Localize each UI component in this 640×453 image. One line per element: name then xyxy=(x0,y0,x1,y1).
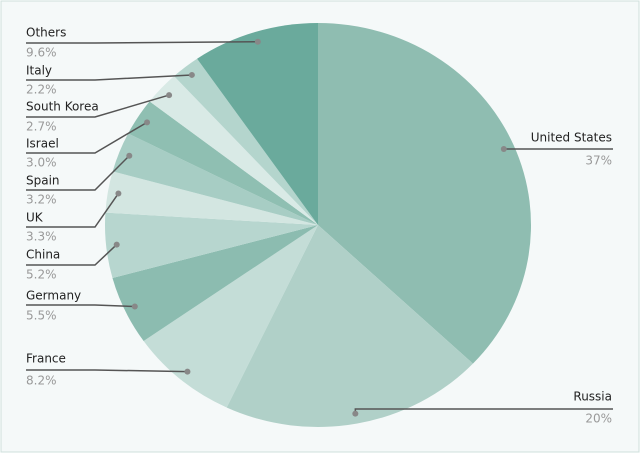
slice-label: Others xyxy=(26,26,66,40)
pie-slice xyxy=(149,76,318,226)
leader-line xyxy=(26,121,148,154)
slice-label: China xyxy=(26,248,60,262)
slice-value-label: 5.2% xyxy=(26,268,57,282)
slice-label: United States xyxy=(531,131,612,145)
slice-value-label: 37% xyxy=(585,154,612,168)
leader-line xyxy=(26,369,188,373)
pie-slice xyxy=(226,225,473,428)
leader-dot xyxy=(166,92,173,99)
pie-slice xyxy=(105,171,318,225)
pie-slice xyxy=(128,101,318,225)
pie-slice xyxy=(174,58,318,225)
slice-value-label: 20% xyxy=(585,412,612,426)
leader-line xyxy=(26,94,170,118)
slice-value-label: 9.6% xyxy=(26,46,57,60)
leader-dot xyxy=(184,368,191,375)
slice-label: Israel xyxy=(26,137,59,151)
leader-dot xyxy=(126,152,133,159)
leader-dot xyxy=(188,71,195,78)
pie-slice xyxy=(318,23,531,364)
leader-dot xyxy=(500,145,507,152)
pie-slice xyxy=(197,22,318,225)
leader-dot xyxy=(144,119,151,126)
leader-dot xyxy=(131,303,138,310)
pie-slice xyxy=(112,133,318,225)
slice-value-label: 2.2% xyxy=(26,83,57,97)
pie-slice xyxy=(112,225,318,341)
slice-value-label: 8.2% xyxy=(26,374,57,388)
slice-label: Italy xyxy=(26,64,52,78)
leader-line xyxy=(26,304,135,308)
slice-label: France xyxy=(26,352,66,366)
slice-label: Germany xyxy=(26,289,81,303)
slice-label: South Korea xyxy=(26,100,99,114)
pie-slice xyxy=(143,225,318,408)
leader-dot xyxy=(115,190,122,197)
slice-value-label: 5.5% xyxy=(26,309,57,323)
slice-label: Spain xyxy=(26,174,60,188)
leader-line xyxy=(26,193,120,228)
slice-value-label: 3.3% xyxy=(26,230,57,244)
slice-value-label: 2.7% xyxy=(26,120,57,134)
leader-line xyxy=(26,155,130,191)
leader-line xyxy=(26,41,258,44)
leader-line xyxy=(26,244,118,266)
slice-label: Russia xyxy=(573,390,612,404)
slice-value-label: 3.2% xyxy=(26,193,57,207)
leader-dot xyxy=(254,38,261,45)
leader-dot xyxy=(113,241,120,248)
slice-label: UK xyxy=(26,211,44,225)
leader-line xyxy=(26,74,192,81)
leader-dot xyxy=(352,410,359,417)
pie-slice xyxy=(105,212,318,279)
slice-value-label: 3.0% xyxy=(26,156,57,170)
